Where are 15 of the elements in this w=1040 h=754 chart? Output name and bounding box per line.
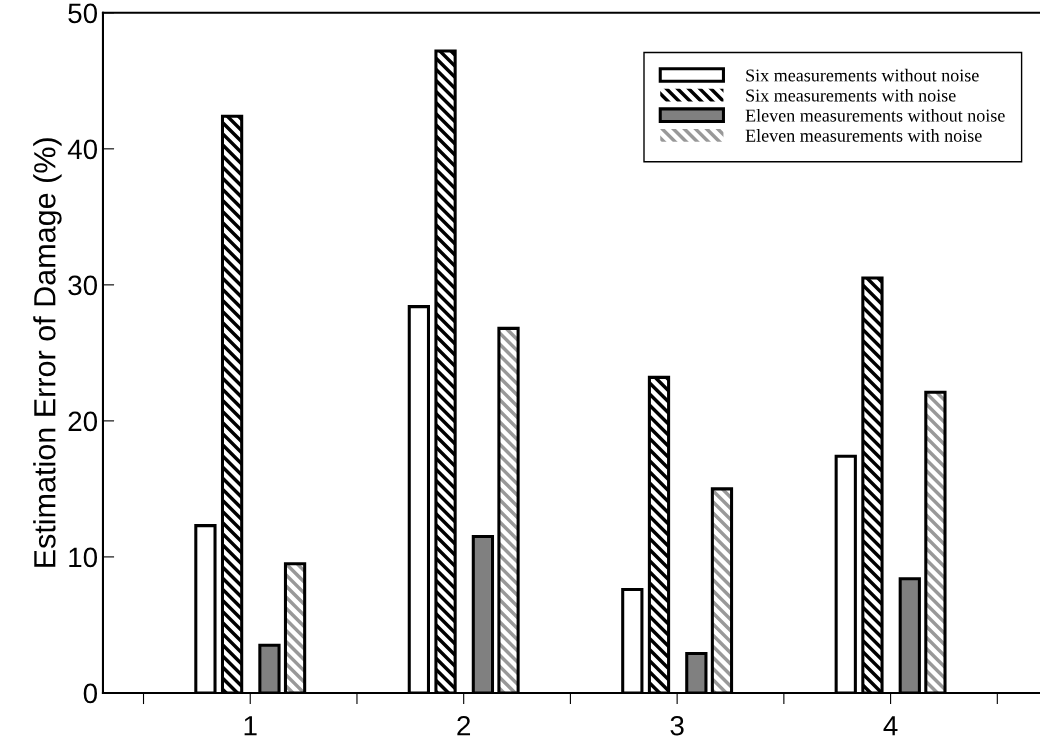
x-tick-label: 1: [244, 716, 257, 736]
y-tick-label: 0: [83, 683, 98, 704]
x-tick-label: 2: [457, 715, 471, 736]
y-tick-label: 50: [68, 3, 98, 24]
x-tick-label: 3: [670, 715, 684, 736]
legend-label: Eleven measurements with noise: [745, 129, 982, 142]
y-tick-label: 40: [67, 139, 98, 160]
legend-label: Six measurements with noise: [746, 88, 956, 102]
y-tick-label: 30: [68, 275, 98, 296]
y-tick-label: 20: [68, 411, 98, 432]
y-tick-label: 10: [69, 547, 98, 568]
y-axis-title: Estimation Error of Damage (%): [33, 138, 62, 567]
legend-label: Eleven measurements without noise: [745, 109, 1005, 122]
x-tick-label: 4: [883, 716, 898, 736]
legend-label: Six measurements without noise: [746, 68, 979, 82]
